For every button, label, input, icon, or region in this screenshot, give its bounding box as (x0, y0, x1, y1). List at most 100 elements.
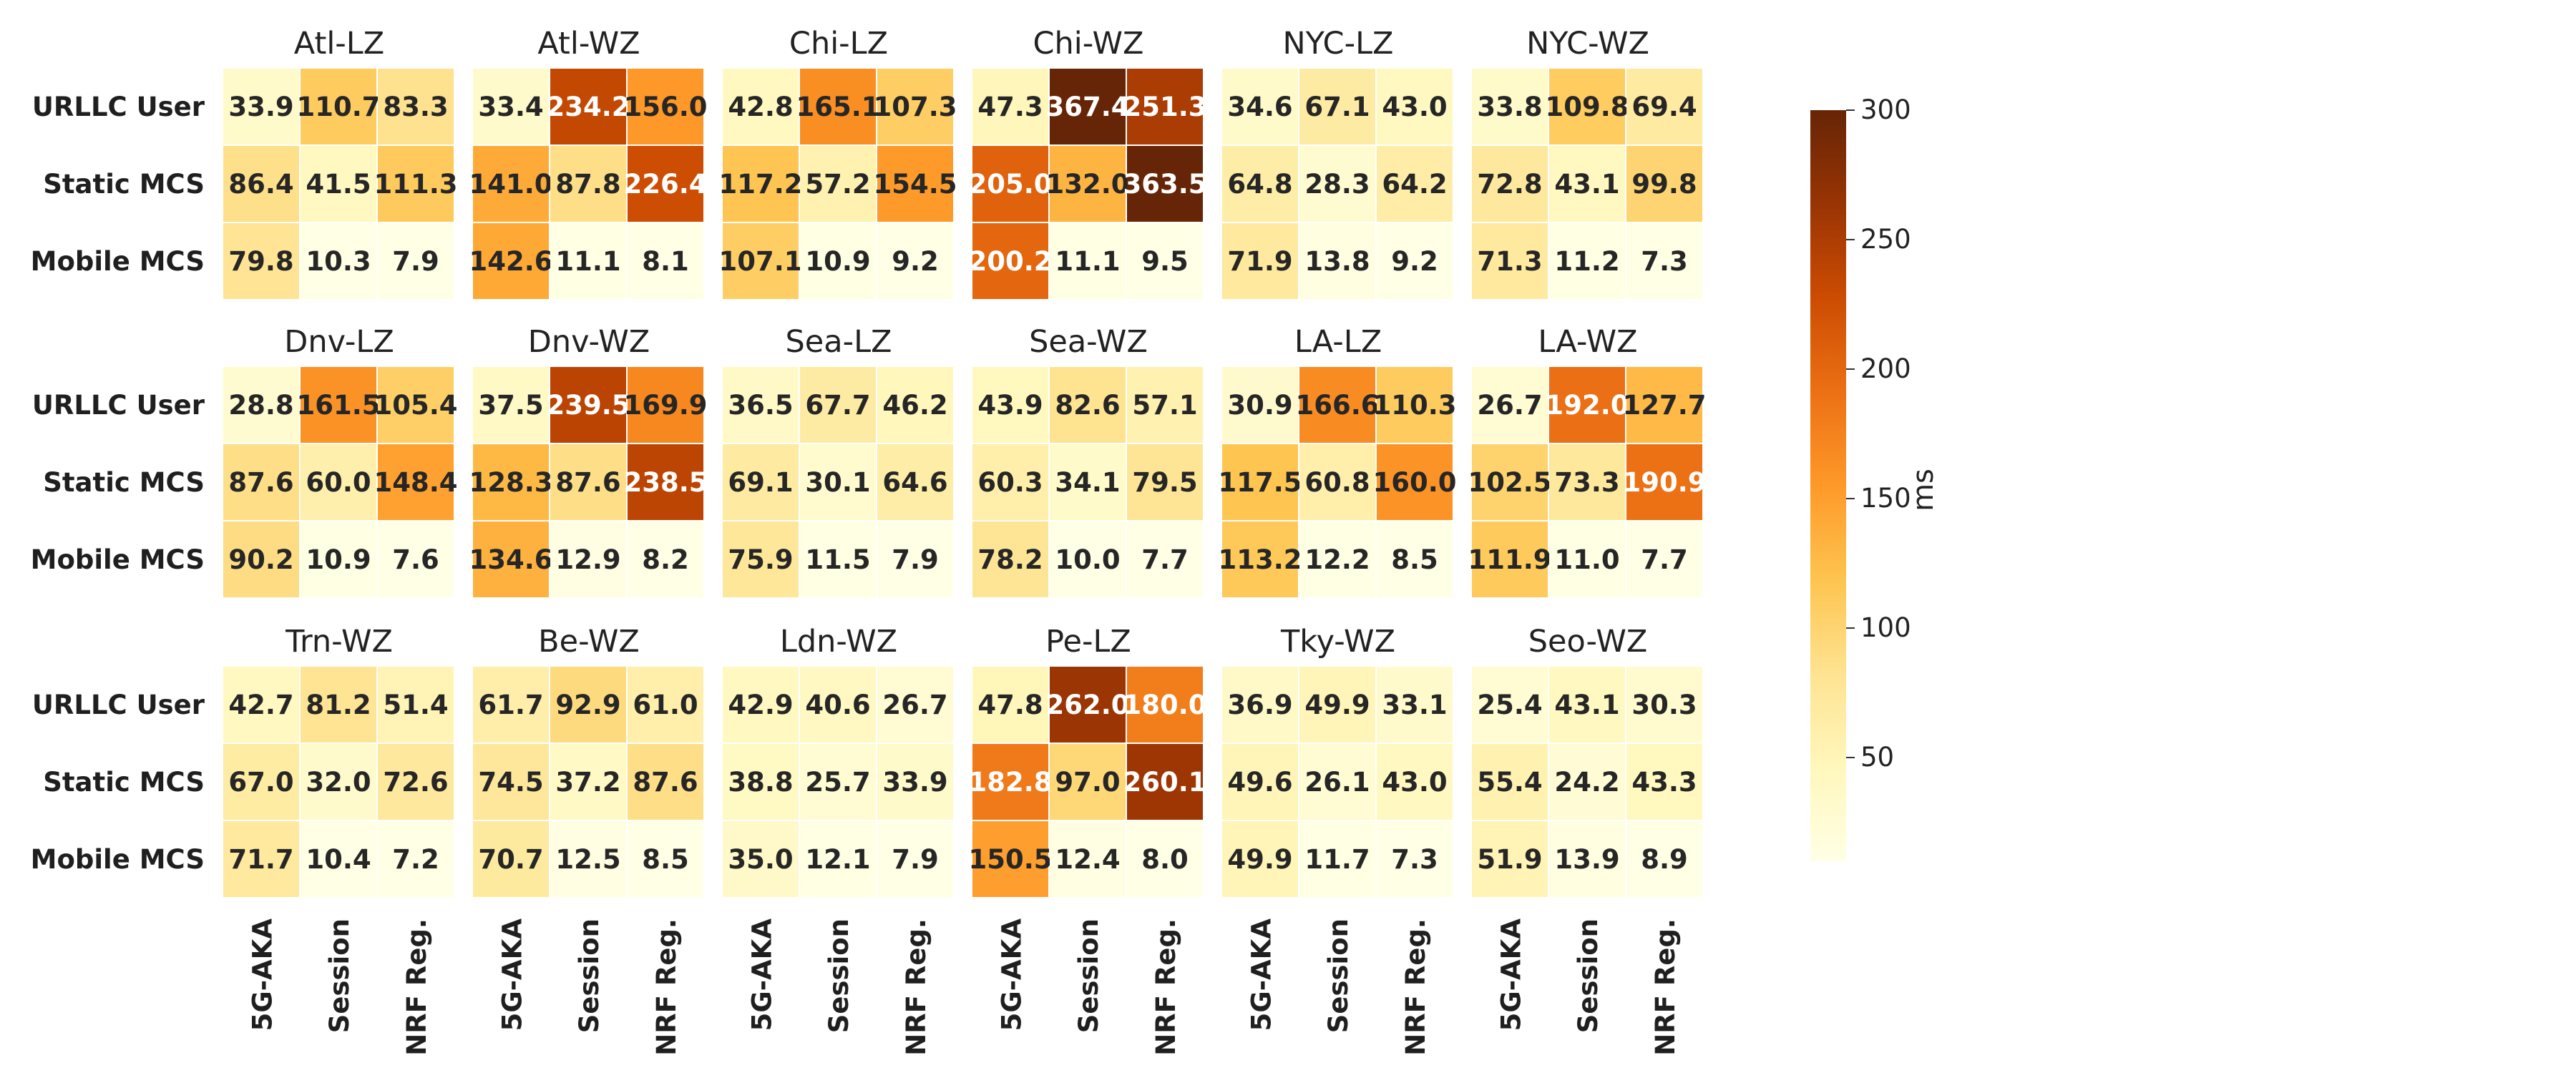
heatmap-cell: 83.3 (378, 69, 455, 146)
heatmap-cell: 226.4 (623, 146, 708, 223)
heatmap-cell: 43.3 (1626, 744, 1704, 821)
row-label: URLLC User (31, 390, 205, 421)
column-label: NRF Reg. (401, 918, 432, 1056)
heatmap-cell: 134.6 (469, 521, 553, 599)
panel-title: Sea-WZ (1029, 324, 1148, 360)
heatmap-cell: 10.9 (800, 223, 877, 300)
heatmap-cell: 148.4 (374, 444, 458, 521)
column-label-anchor: Session (574, 918, 605, 1033)
heatmap-cell: 28.8 (223, 367, 301, 444)
panel-title: LA-WZ (1538, 324, 1638, 360)
heatmap-cell: 239.5 (546, 367, 630, 444)
heatmap-cell: 90.2 (223, 521, 301, 599)
heatmap-cell: 10.9 (301, 521, 378, 599)
heatmap-cell: 33.1 (1377, 667, 1454, 744)
heatmap-cell: 42.8 (723, 69, 800, 146)
heatmap-cell: 30.1 (800, 444, 877, 521)
row-label: Static MCS (43, 767, 205, 798)
column-label-anchor: NRF Reg. (901, 918, 932, 1056)
heatmap-cell: 107.1 (718, 223, 803, 300)
colorbar (1810, 110, 1846, 861)
heatmap-cell: 74.5 (473, 744, 550, 821)
heatmap-cell: 165.1 (796, 69, 880, 146)
heatmap-cell: 34.6 (1222, 69, 1299, 146)
heatmap-cell: 10.4 (301, 821, 378, 898)
heatmap-cell: 11.7 (1299, 821, 1377, 898)
heatmap-cell: 11.5 (800, 521, 877, 599)
heatmap-cell: 7.9 (877, 821, 955, 898)
heatmap-cell: 8.5 (628, 821, 705, 898)
heatmap-cell: 33.9 (223, 69, 301, 146)
heatmap-cell: 110.3 (1372, 367, 1457, 444)
heatmap-cell: 102.5 (1468, 444, 1552, 521)
heatmap-cell: 109.8 (1545, 69, 1629, 146)
heatmap-cell: 7.3 (1626, 223, 1704, 300)
heatmap-cell: 87.8 (550, 146, 628, 223)
heatmap-cell: 8.2 (628, 521, 705, 599)
colorbar-tick-label: 300 (1860, 94, 1911, 125)
column-label: 5G-AKA (996, 918, 1027, 1032)
colorbar-tick-label: 50 (1860, 742, 1895, 773)
heatmap-cell: 30.9 (1222, 367, 1299, 444)
heatmap-cell: 33.9 (877, 744, 955, 821)
heatmap-cell: 81.2 (301, 667, 378, 744)
heatmap-cell: 60.0 (301, 444, 378, 521)
heatmap-cell: 110.7 (296, 69, 381, 146)
column-label: 5G-AKA (746, 918, 777, 1032)
heatmap-cell: 60.8 (1299, 444, 1377, 521)
panel-title: Sea-LZ (785, 324, 892, 360)
heatmap-cell: 127.7 (1622, 367, 1707, 444)
heatmap-cell: 71.3 (1472, 223, 1549, 300)
panel-title: Ldn-WZ (779, 624, 898, 660)
colorbar-tick (1846, 498, 1855, 500)
heatmap-cell: 42.9 (723, 667, 800, 744)
column-label: NRF Reg. (1400, 918, 1431, 1056)
heatmap-cell: 64.2 (1377, 146, 1454, 223)
heatmap-cell: 41.5 (301, 146, 378, 223)
row-label: Mobile MCS (30, 844, 205, 875)
heatmap-cell: 160.0 (1372, 444, 1457, 521)
heatmap-cell: 7.9 (877, 521, 955, 599)
heatmap-cell: 43.0 (1377, 744, 1454, 821)
heatmap-cell: 43.1 (1549, 146, 1626, 223)
heatmap-cell: 36.9 (1222, 667, 1299, 744)
column-label: NRF Reg. (1650, 918, 1681, 1056)
heatmap-cell: 97.0 (1050, 744, 1127, 821)
heatmap-cell: 205.0 (968, 146, 1053, 223)
heatmap-cell: 69.1 (723, 444, 800, 521)
heatmap-cell: 363.5 (1123, 146, 1207, 223)
row-label: Mobile MCS (30, 544, 205, 575)
row-label: Mobile MCS (30, 246, 205, 277)
heatmap-cell: 180.0 (1123, 667, 1207, 744)
column-label: 5G-AKA (1496, 918, 1526, 1032)
heatmap-cell: 166.6 (1295, 367, 1380, 444)
heatmap-cell: 64.8 (1222, 146, 1299, 223)
heatmap-cell: 182.8 (968, 744, 1053, 821)
heatmap-cell: 75.9 (723, 521, 800, 599)
panel-title: NYC-LZ (1282, 26, 1394, 62)
heatmap-cell: 26.1 (1299, 744, 1377, 821)
panel-title: Chi-LZ (789, 26, 889, 62)
colorbar-tick (1846, 239, 1855, 241)
colorbar-tick-label: 250 (1860, 224, 1911, 255)
column-label: Session (324, 918, 355, 1034)
heatmap-cell: 67.0 (223, 744, 301, 821)
colorbar-tick-label: 150 (1860, 483, 1911, 514)
panel-title: Atl-LZ (293, 26, 385, 62)
heatmap-cell: 24.2 (1549, 744, 1626, 821)
heatmap-cell: 9.2 (1377, 223, 1454, 300)
heatmap-cell: 33.4 (473, 69, 550, 146)
panel-title: Tky-WZ (1280, 624, 1396, 660)
heatmap-cell: 78.2 (972, 521, 1050, 599)
column-label: Session (1573, 918, 1604, 1034)
heatmap-cell: 107.3 (873, 69, 957, 146)
heatmap-cell: 8.1 (628, 223, 705, 300)
heatmap-cell: 150.5 (968, 821, 1053, 898)
colorbar-label-text: ms (1907, 469, 1940, 511)
heatmap-cell: 7.3 (1377, 821, 1454, 898)
heatmap-cell: 262.0 (1045, 667, 1130, 744)
heatmap-cell: 34.1 (1050, 444, 1127, 521)
heatmap-cell: 71.7 (223, 821, 301, 898)
colorbar-tick-label: 100 (1860, 612, 1911, 644)
